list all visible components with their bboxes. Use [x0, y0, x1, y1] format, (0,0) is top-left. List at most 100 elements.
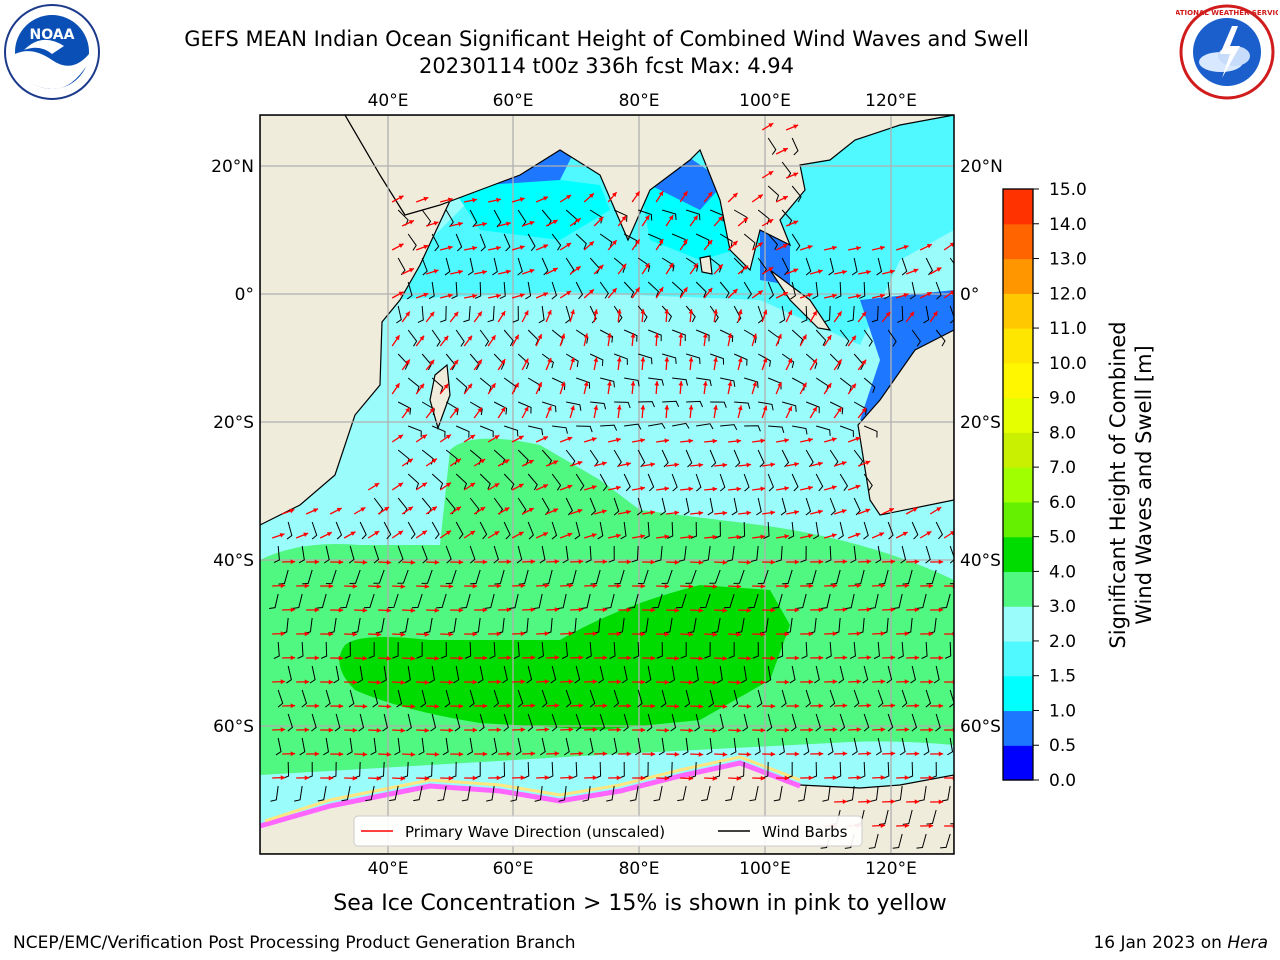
wind-barb: [863, 521, 869, 540]
wave-direction-arrowhead: [496, 245, 501, 251]
wave-direction-arrowhead: [794, 462, 799, 467]
wind-barb: [383, 521, 392, 540]
wave-direction-arrowhead: [782, 292, 788, 297]
wave-direction-arrowhead: [547, 405, 552, 411]
wind-barb: [923, 305, 930, 324]
wind-barb: [527, 521, 534, 540]
wave-direction-arrowhead: [865, 460, 871, 466]
wind-barb: [805, 689, 811, 708]
wind-barb: [357, 665, 364, 684]
wave-direction-arrowhead: [433, 269, 439, 274]
wave-direction-arrowhead: [419, 383, 425, 389]
wave-direction-arrowhead: [482, 655, 488, 661]
wind-barb: [566, 401, 582, 411]
wave-direction-arrowhead: [963, 752, 967, 757]
wind-barb: [935, 329, 946, 347]
wind-barb: [765, 665, 772, 684]
wind-barb: [862, 665, 869, 684]
wind-barb: [533, 593, 543, 610]
wind-barb: [800, 545, 807, 563]
wave-direction-arrowhead: [866, 607, 872, 612]
wind-barb: [945, 641, 952, 659]
wind-barb: [849, 641, 856, 660]
wave-direction-arrowhead: [626, 559, 632, 565]
wave-direction-arrowhead: [395, 335, 400, 341]
wind-barb: [742, 713, 749, 732]
wind-barb: [733, 353, 748, 366]
wind-barb: [455, 521, 464, 540]
wave-direction-arrowhead: [583, 381, 589, 387]
wind-barb: [925, 257, 934, 276]
colorbar-swatch: [1003, 501, 1033, 538]
wind-barb: [887, 329, 897, 347]
wind-barb: [680, 641, 687, 659]
wave-direction-arrowhead: [856, 679, 862, 684]
wave-direction-arrowhead: [866, 751, 872, 756]
wave-direction-arrowhead: [890, 799, 896, 804]
wind-barb: [551, 521, 558, 540]
wave-direction-arrowhead: [933, 311, 938, 317]
wave-direction-arrowhead: [360, 507, 366, 512]
wave-direction-arrowhead: [851, 383, 856, 389]
wave-direction-arrowhead: [640, 631, 646, 637]
wind-barb: [493, 545, 499, 564]
wind-barb: [789, 665, 796, 684]
wave-direction-arrowhead: [504, 507, 510, 512]
wave-direction-arrowhead: [960, 507, 965, 511]
wind-barb: [623, 329, 638, 342]
wave-direction-arrowhead: [407, 458, 413, 464]
wind-barb: [782, 401, 797, 412]
wave-direction-arrowhead: [722, 510, 728, 516]
wave-direction-arrowhead: [688, 534, 694, 540]
wave-direction-arrowhead: [698, 608, 704, 613]
wind-barb: [623, 473, 631, 492]
chart-title: GEFS MEAN Indian Ocean Significant Heigh…: [184, 27, 1029, 51]
wind-barb: [923, 737, 930, 756]
wave-direction-arrowhead: [410, 560, 416, 565]
wave-direction-arrowhead: [782, 148, 788, 153]
wave-direction-arrowhead: [658, 191, 664, 197]
wave-direction-arrowhead: [578, 607, 584, 612]
wave-direction-arrowhead: [611, 288, 617, 294]
wind-barb: [647, 329, 662, 342]
wind-barb: [875, 545, 882, 564]
wave-direction-arrowhead: [424, 583, 430, 589]
wind-barb: [407, 425, 422, 438]
vector-field: [269, 122, 967, 849]
wave-direction-arrowhead: [423, 196, 429, 202]
wave-direction-arrowhead: [447, 245, 453, 251]
wind-barb-legend-label: Wind Barbs: [762, 823, 848, 841]
wave-direction-arrowhead: [630, 381, 636, 386]
wind-barb: [487, 305, 495, 323]
wind-barb: [582, 785, 591, 802]
wave-direction-arrowhead: [537, 382, 542, 388]
wave-direction-arrowhead: [712, 776, 718, 781]
wind-barb: [822, 785, 831, 802]
wave-direction-arrowhead: [408, 268, 414, 273]
wave-direction-arrowhead: [880, 823, 886, 828]
wind-barb: [292, 593, 303, 609]
wind-barb: [805, 353, 818, 369]
wind-barb: [926, 809, 937, 825]
wind-barb: [859, 761, 866, 779]
colorbar-swatch: [1003, 397, 1033, 433]
colorbar-swatch: [1003, 432, 1033, 468]
wave-direction-arrowhead: [746, 751, 752, 757]
wave-direction-arrowhead: [472, 245, 477, 251]
wind-barb: [884, 281, 891, 300]
colorbar-swatch: [1003, 189, 1033, 225]
wave-direction-arrowhead: [713, 309, 718, 314]
wave-direction-arrowhead: [904, 727, 910, 733]
wind-barb: [815, 713, 821, 732]
wave-direction-arrowhead: [808, 583, 814, 589]
footer-host: Hera: [1227, 933, 1268, 953]
wave-direction-arrowhead: [398, 482, 404, 488]
wind-barb: [541, 689, 548, 708]
wind-barb: [661, 569, 673, 584]
wave-direction-arrowhead: [386, 752, 392, 757]
wave-direction-arrowhead: [787, 358, 793, 364]
wind-barb: [527, 713, 534, 732]
wind-barb: [273, 641, 280, 660]
wind-barb: [387, 593, 399, 609]
wind-barb: [633, 641, 640, 659]
